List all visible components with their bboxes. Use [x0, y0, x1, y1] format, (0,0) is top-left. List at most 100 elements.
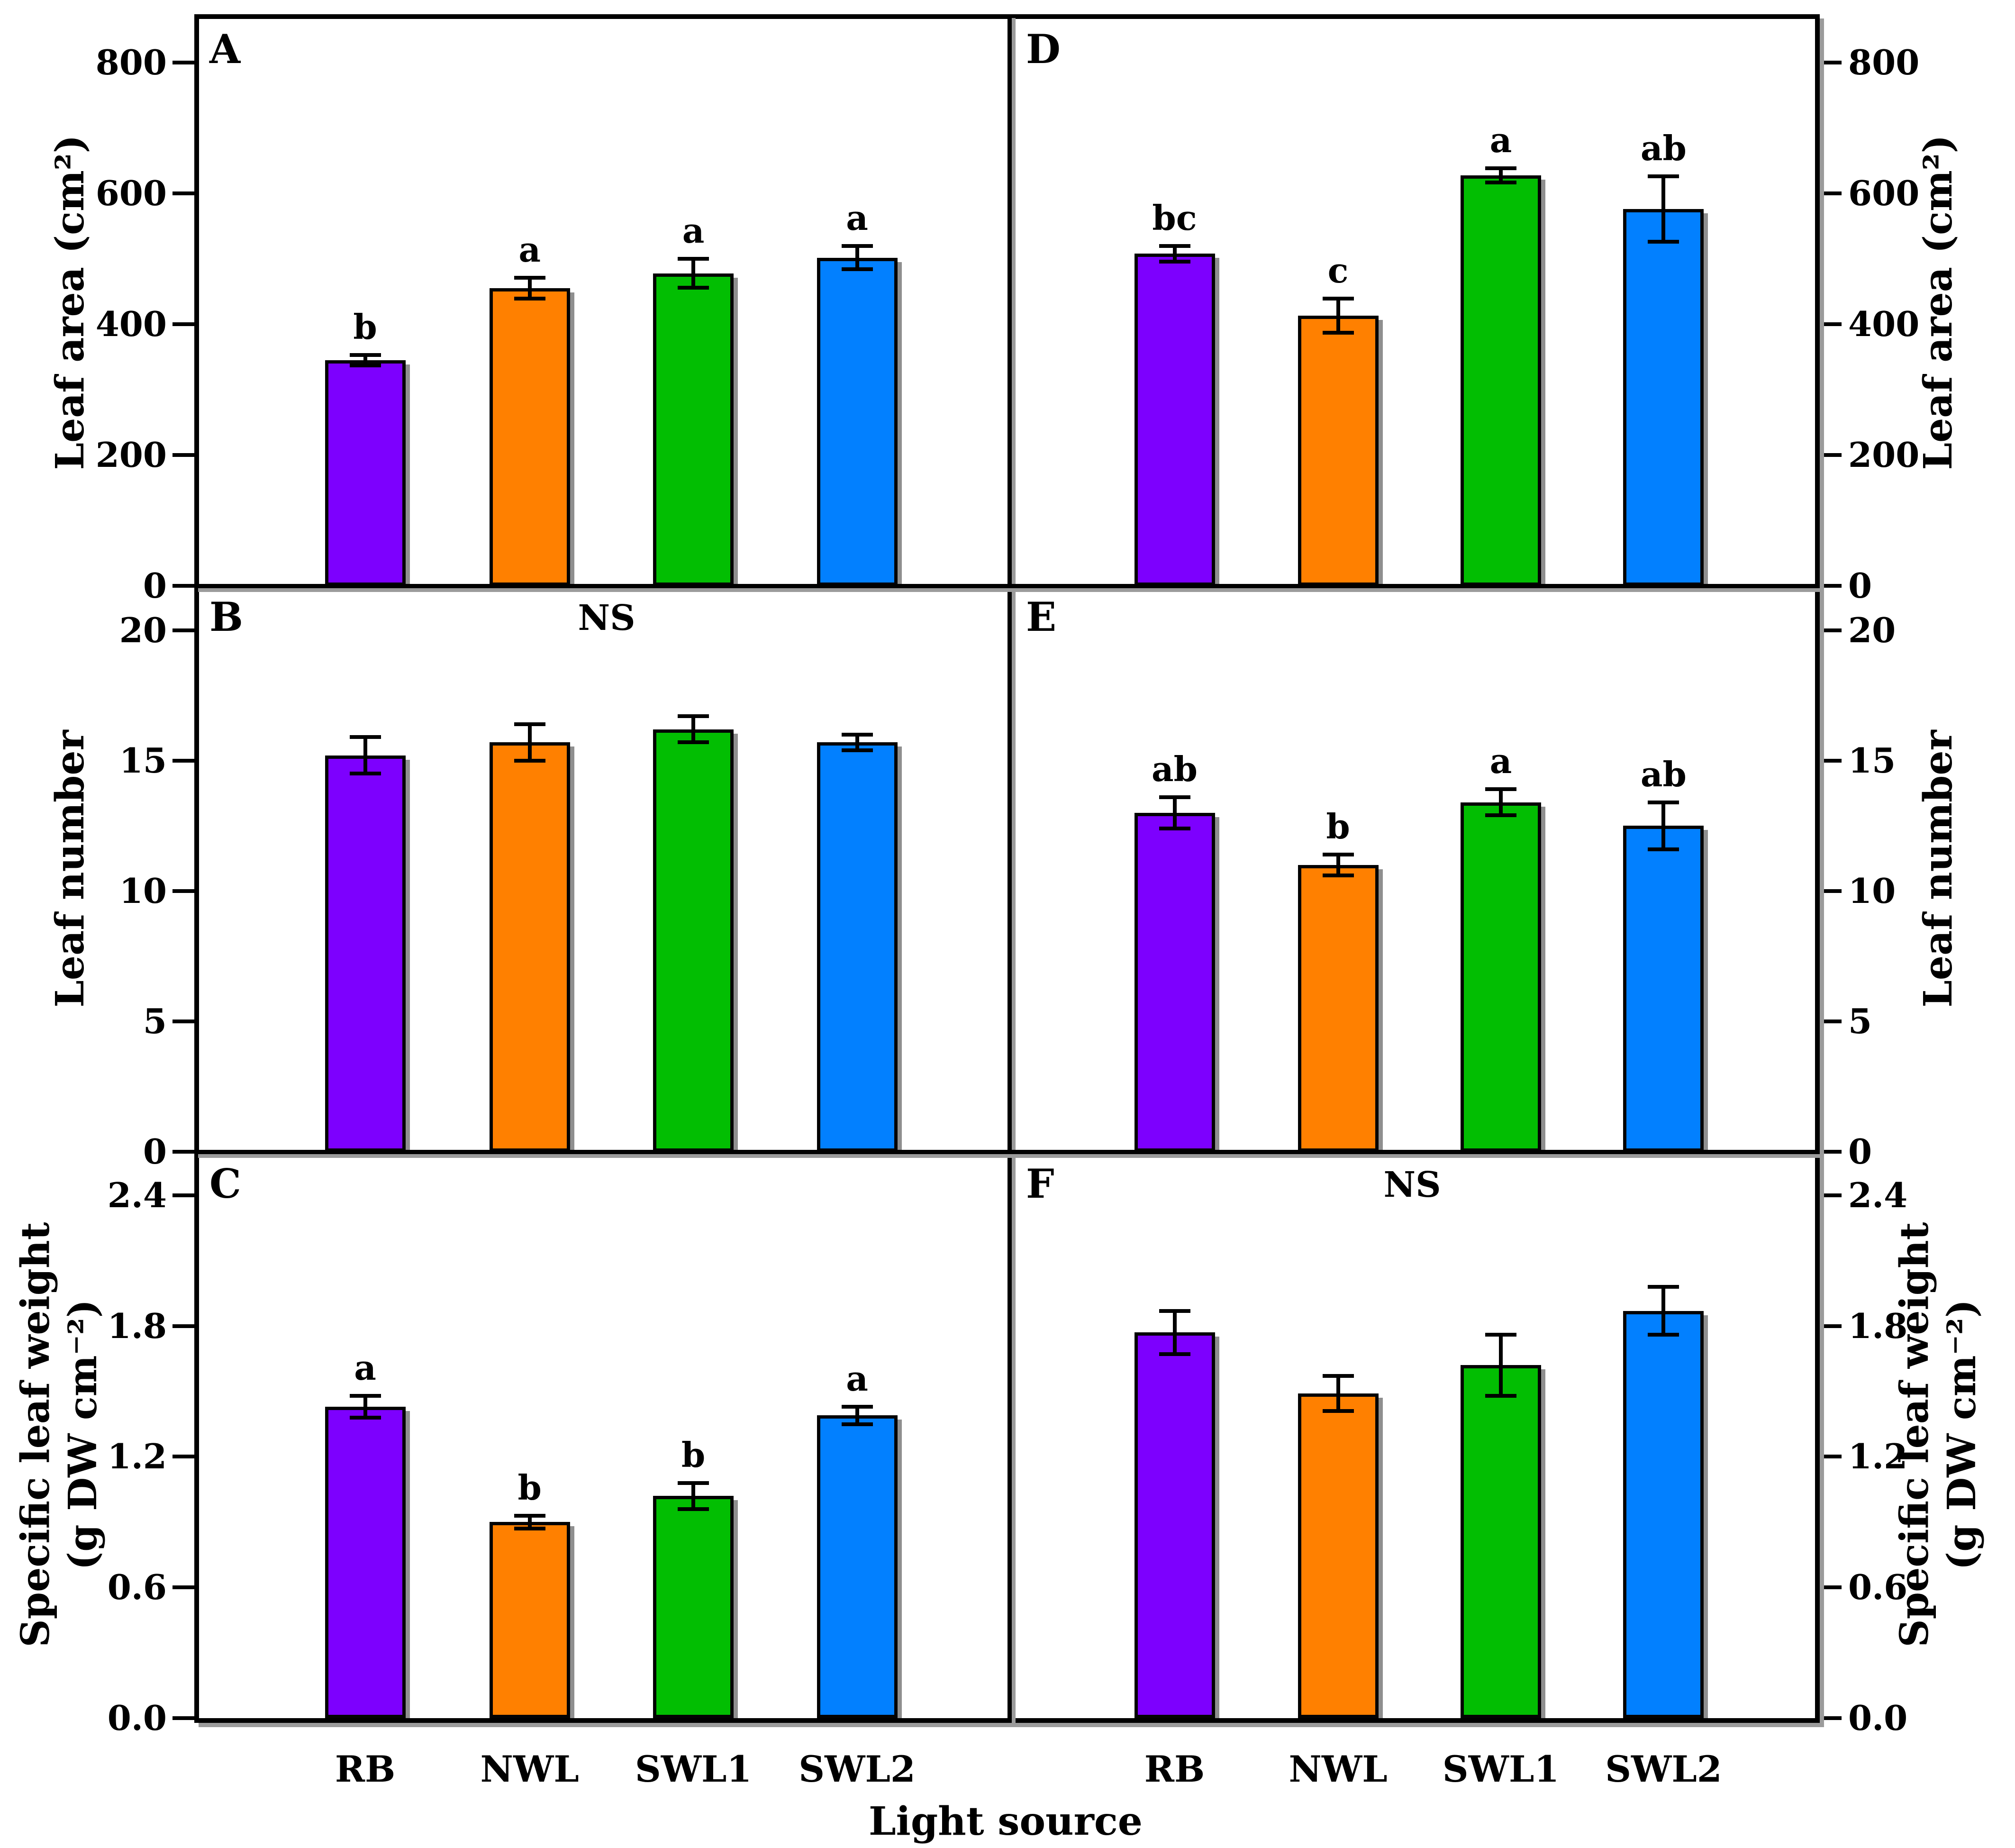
error-bar-bottom-cap [1322, 1409, 1354, 1413]
error-bar [1336, 299, 1340, 333]
bar-swl1-panel-a [653, 273, 734, 586]
y-axis-tick [172, 758, 194, 763]
bar-swl2-panel-f [1623, 1311, 1704, 1718]
error-bar-top-cap [514, 276, 545, 280]
error-bar-top-cap [678, 714, 709, 719]
y-tick-label: 10 [119, 870, 167, 911]
error-bar-bottom-cap [678, 1507, 709, 1511]
bar-swl1-panel-c [653, 1496, 734, 1718]
error-bar [1336, 1376, 1340, 1411]
error-bar-bottom-cap [1159, 1352, 1190, 1356]
panel-letter-f: F [1026, 1160, 1054, 1207]
significance-letter: a [1489, 119, 1512, 160]
bar-nwl-panel-d [1298, 316, 1379, 586]
y-axis-tick [1820, 1455, 1842, 1459]
y-tick-label: 5 [1848, 1001, 1872, 1041]
y-tick-label: 0 [1848, 565, 1872, 606]
significance-letter: b [517, 1467, 542, 1508]
error-bar [1336, 854, 1340, 875]
bar-swl2-panel-a [817, 257, 898, 586]
error-bar [1499, 789, 1503, 816]
error-bar-top-cap [1648, 800, 1679, 804]
error-bar [363, 1395, 367, 1418]
y-axis-tick [1820, 889, 1842, 893]
error-bar-bottom-cap [514, 1527, 545, 1531]
y-axis-label-panel-b: Leaf number [46, 730, 94, 1008]
y-tick-label: 15 [119, 740, 167, 781]
y-axis-tick [1820, 61, 1842, 65]
y-axis-label-text: Leaf number [47, 730, 93, 1008]
plot-frame-border [194, 14, 1820, 1723]
significance-letter: a [1489, 741, 1512, 782]
y-tick-label: 0 [1848, 1131, 1872, 1172]
y-axis-tick [1820, 322, 1842, 327]
error-bar-bottom-cap [1648, 847, 1679, 851]
y-axis-tick [1820, 1150, 1842, 1154]
error-bar-top-cap [1322, 297, 1354, 301]
error-bar-bottom-cap [1648, 240, 1679, 244]
error-bar-bottom-cap [678, 740, 709, 745]
panel-row-divider-2 [194, 1150, 1820, 1154]
y-axis-tick [1820, 1193, 1842, 1197]
significance-letter: bc [1152, 197, 1197, 238]
y-tick-label: 600 [1848, 173, 1920, 214]
y-axis-tick [172, 889, 194, 893]
error-bar-bottom-cap [349, 772, 381, 776]
y-axis-label-panel-e: Leaf number [1915, 730, 1962, 1008]
bar-swl2-panel-c [817, 1415, 898, 1718]
bar-rb-panel-d [1134, 254, 1215, 586]
error-bar-bottom-cap [678, 285, 709, 290]
error-bar [691, 716, 696, 743]
bar-rb-panel-e [1134, 812, 1215, 1152]
x-tick-label-swl1: SWL1 [1442, 1748, 1560, 1790]
error-bar [1172, 1311, 1177, 1355]
error-bar [1661, 176, 1666, 242]
y-tick-label: 200 [95, 435, 167, 475]
error-bar [363, 355, 367, 366]
y-axis-tick [1820, 1716, 1842, 1720]
y-axis-tick [1820, 1585, 1842, 1590]
error-bar [691, 259, 696, 288]
x-tick-label-swl2: SWL2 [1605, 1748, 1722, 1790]
panel-letter-d: D [1026, 26, 1061, 73]
x-tick-label-nwl: NWL [480, 1748, 579, 1790]
y-tick-label: 200 [1848, 435, 1920, 475]
panel-letter-b: B [209, 593, 243, 640]
y-axis-label-text: Leaf number [1915, 730, 1961, 1008]
error-bar-top-cap [678, 257, 709, 261]
y-tick-label: 400 [95, 304, 167, 345]
error-bar [855, 1406, 859, 1424]
panel-letter-a: A [209, 26, 241, 73]
y-axis-label-panel-a: Leaf area (cm²) [46, 135, 94, 470]
x-tick-label-rb: RB [1144, 1748, 1205, 1790]
error-bar-bottom-cap [1485, 1393, 1516, 1398]
error-bar-top-cap [514, 722, 545, 726]
x-tick-label-rb: RB [335, 1748, 396, 1790]
y-axis-tick [172, 191, 194, 196]
significance-letter: ab [1152, 748, 1198, 789]
error-bar [1661, 1286, 1666, 1335]
significance-letter: c [1327, 250, 1349, 291]
y-axis-label-text: Leaf area (cm²) [47, 135, 93, 470]
error-bar [363, 737, 367, 774]
error-bar-bottom-cap [514, 297, 545, 301]
error-bar [527, 278, 532, 299]
error-bar-bottom-cap [1159, 259, 1190, 264]
error-bar [1499, 168, 1503, 182]
bar-swl1-panel-f [1461, 1365, 1541, 1718]
y-axis-label-panel-d: Leaf area (cm²) [1915, 135, 1962, 470]
y-axis-tick [1820, 1324, 1842, 1328]
bar-nwl-panel-a [489, 288, 570, 586]
error-bar [527, 1515, 532, 1529]
y-axis-tick [172, 1193, 194, 1197]
error-bar-top-cap [1159, 795, 1190, 799]
bar-swl2-panel-e [1623, 826, 1704, 1152]
panel-row-divider-1 [194, 584, 1820, 588]
y-tick-label: 5 [143, 1001, 167, 1041]
y-axis-tick [172, 1716, 194, 1720]
y-axis-tick [172, 628, 194, 632]
error-bar-top-cap [841, 244, 873, 248]
y-axis-tick [1820, 584, 1842, 588]
panel-column-divider [1008, 14, 1012, 1723]
